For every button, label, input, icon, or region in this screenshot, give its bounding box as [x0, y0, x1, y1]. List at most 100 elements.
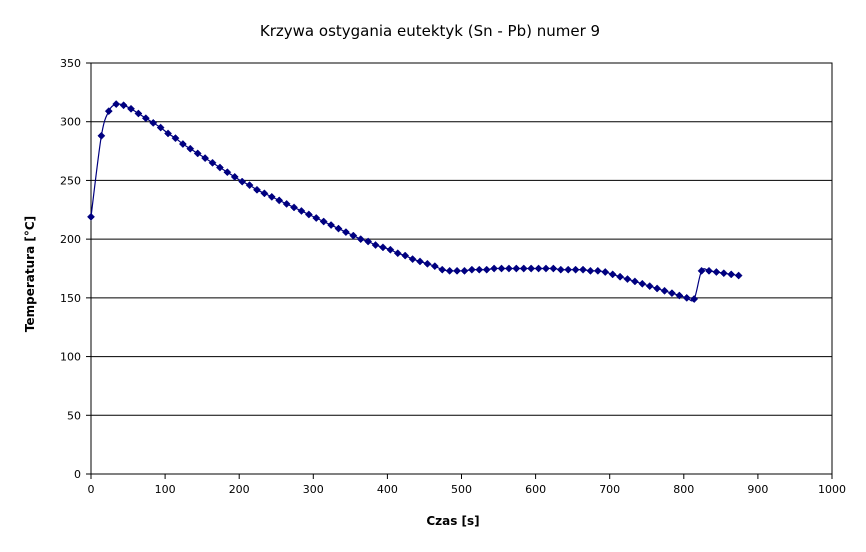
data-point-marker — [542, 264, 550, 273]
data-point-marker — [127, 104, 135, 113]
data-point-marker — [682, 293, 691, 302]
y-tick-label: 300 — [60, 116, 81, 129]
x-tick-label: 1000 — [818, 483, 846, 496]
data-point-marker — [104, 107, 113, 116]
data-point-marker — [616, 272, 625, 281]
x-tick-label: 100 — [155, 483, 176, 496]
data-point-marker — [534, 264, 543, 273]
axis-ticks: 0 50 100 150 200 250 300 350 0 100 200 300 400 500 600… — [60, 57, 846, 496]
data-point-marker — [141, 114, 150, 123]
data-point-marker — [171, 134, 180, 143]
data-point-marker — [260, 189, 269, 198]
data-point-marker — [519, 264, 528, 273]
data-point-marker — [460, 266, 469, 275]
chart-title: Krzywa ostygania eutektyk (Sn - Pb) nume… — [260, 22, 600, 40]
data-point-marker — [416, 257, 424, 266]
data-point-marker — [186, 144, 195, 153]
data-point-marker — [571, 265, 580, 274]
x-tick-label: 800 — [673, 483, 694, 496]
data-point-marker — [690, 295, 699, 303]
data-point-marker — [290, 203, 298, 212]
data-point-marker — [201, 154, 210, 163]
data-point-marker — [653, 284, 662, 293]
data-point-marker — [438, 265, 447, 274]
data-point-marker — [386, 245, 395, 254]
data-point-marker — [734, 271, 743, 280]
data-point-marker — [660, 286, 669, 295]
gridlines — [91, 121, 832, 416]
data-point-marker — [267, 192, 276, 201]
data-point-marker — [215, 163, 224, 172]
y-axis-label: Temperatura [°C] — [23, 216, 37, 332]
data-point-marker — [497, 264, 506, 273]
data-point-marker — [719, 269, 728, 278]
x-tick-label: 400 — [377, 483, 398, 496]
data-point-marker — [371, 241, 380, 249]
data-point-marker — [319, 217, 328, 226]
data-point-marker — [112, 100, 121, 109]
x-tick-label: 0 — [88, 483, 95, 496]
data-point-marker — [193, 149, 202, 158]
plot-area — [90, 62, 833, 475]
data-point-marker — [119, 101, 128, 110]
x-tick-label: 600 — [525, 483, 546, 496]
data-point-marker — [149, 118, 158, 127]
data-point-marker — [564, 265, 573, 274]
x-tick-label: 200 — [229, 483, 250, 496]
y-tick-label: 200 — [60, 233, 81, 246]
data-point-marker — [364, 237, 373, 246]
data-point-marker — [87, 212, 95, 221]
data-point-marker — [645, 282, 654, 291]
data-point-marker — [334, 224, 343, 233]
x-tick-label: 900 — [747, 483, 768, 496]
data-point-marker — [327, 221, 336, 230]
data-point-marker — [504, 264, 513, 273]
data-point-marker — [697, 266, 706, 275]
series-markers — [87, 100, 743, 303]
data-point-marker — [556, 265, 565, 274]
data-point-marker — [312, 214, 321, 222]
y-tick-label: 350 — [60, 57, 81, 70]
data-point-marker — [178, 140, 187, 148]
data-point-marker — [275, 196, 284, 205]
y-tick-label: 0 — [74, 468, 81, 481]
data-point-marker — [623, 275, 632, 284]
x-tick-label: 700 — [599, 483, 620, 496]
data-point-marker — [156, 123, 165, 132]
data-point-marker — [475, 265, 484, 274]
data-point-marker — [453, 266, 462, 275]
data-point-marker — [238, 177, 247, 186]
data-point-marker — [253, 185, 261, 194]
data-point-marker — [134, 109, 143, 118]
data-point-marker — [705, 266, 713, 275]
data-point-marker — [727, 270, 736, 279]
data-point-marker — [512, 264, 521, 273]
data-point-marker — [593, 266, 602, 275]
data-point-marker — [712, 268, 721, 276]
data-point-marker — [401, 251, 410, 260]
data-point-marker — [379, 243, 387, 252]
x-tick-label: 300 — [303, 483, 324, 496]
data-point-marker — [223, 168, 232, 177]
data-point-marker — [282, 199, 291, 208]
y-tick-label: 150 — [60, 292, 81, 305]
data-point-marker — [601, 268, 610, 276]
data-point-marker — [208, 158, 217, 167]
x-axis-label: Czas [s] — [426, 514, 479, 528]
data-point-marker — [230, 172, 239, 181]
data-point-marker — [445, 266, 454, 275]
data-point-marker — [349, 231, 358, 240]
data-point-marker — [297, 207, 306, 215]
data-point-marker — [393, 249, 402, 258]
data-point-marker — [164, 129, 173, 138]
data-point-marker — [467, 265, 476, 274]
data-point-marker — [423, 259, 432, 268]
data-point-marker — [304, 210, 313, 219]
y-tick-label: 100 — [60, 351, 81, 364]
data-point-marker — [245, 181, 254, 190]
data-point-marker — [608, 270, 617, 279]
data-point-marker — [675, 291, 684, 300]
data-point-marker — [586, 266, 595, 275]
